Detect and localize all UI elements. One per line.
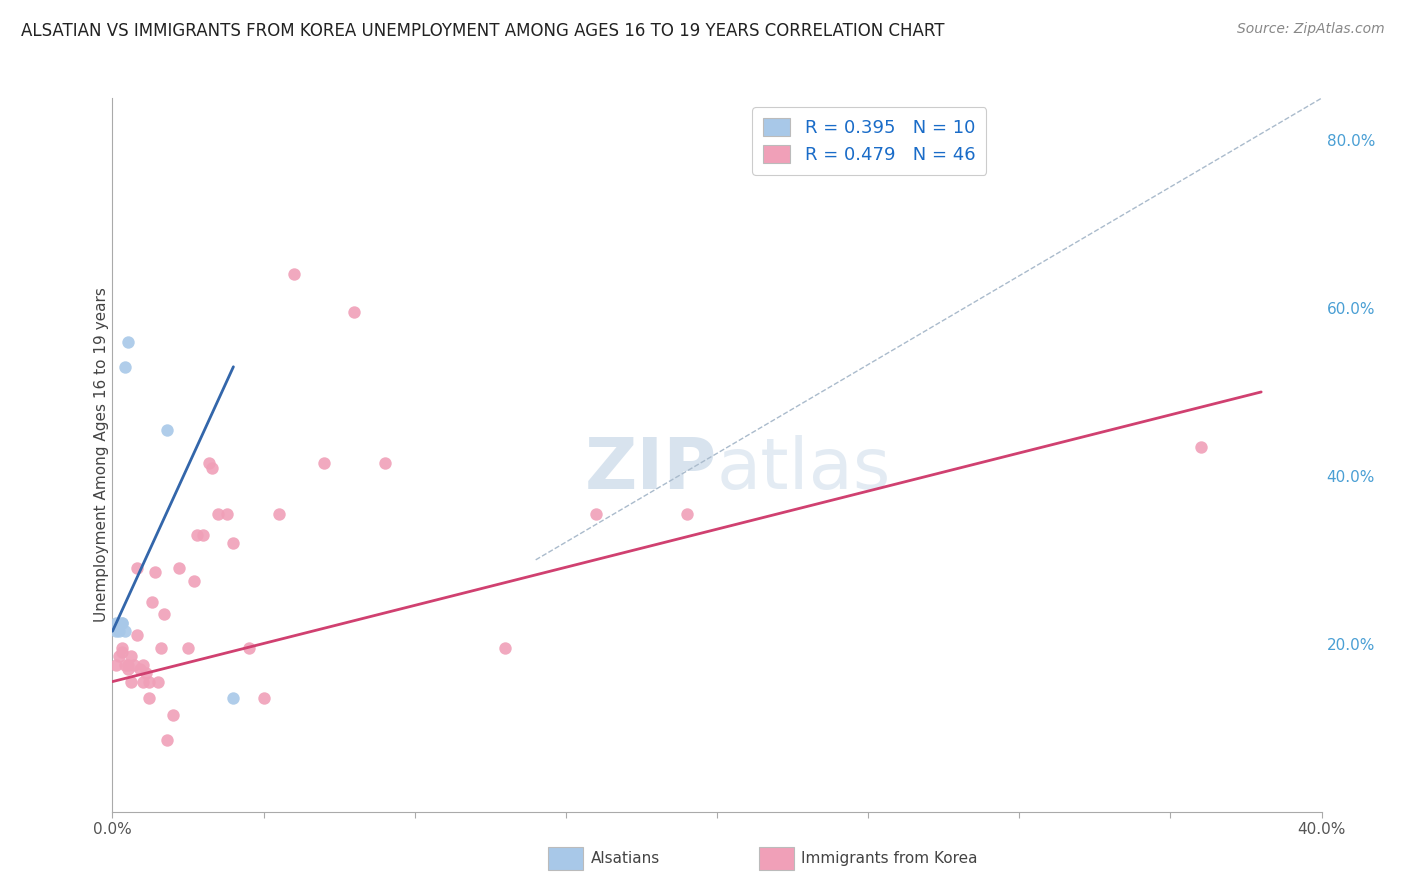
Point [104, 615, 127, 630]
Point [104, 624, 127, 639]
Point [283, 268, 305, 282]
Y-axis label: Unemployment Among Ages 16 to 19 years: Unemployment Among Ages 16 to 19 years [94, 287, 108, 623]
Point [138, 691, 160, 706]
Point [141, 595, 163, 609]
Point [114, 359, 136, 374]
Text: Source: ZipAtlas.com: Source: ZipAtlas.com [1237, 22, 1385, 37]
Point [217, 507, 239, 521]
Point [104, 657, 127, 672]
Point [343, 305, 366, 319]
Point [207, 507, 229, 521]
Point [125, 628, 148, 642]
Point [314, 456, 336, 470]
Point [125, 561, 148, 575]
Point [186, 527, 208, 541]
Point [374, 456, 396, 470]
Point [132, 674, 155, 689]
Point [495, 640, 517, 655]
Point [110, 615, 132, 630]
Point [585, 507, 607, 521]
Point [120, 649, 142, 664]
Point [162, 708, 184, 723]
Point [143, 566, 166, 580]
Point [128, 662, 150, 676]
Point [117, 662, 139, 676]
Point [177, 640, 200, 655]
Point [114, 657, 136, 672]
Point [114, 624, 136, 639]
Point [117, 334, 139, 349]
Point [149, 640, 172, 655]
Point [156, 423, 179, 437]
Text: ZIP: ZIP [585, 434, 717, 504]
Point [238, 640, 260, 655]
Point [183, 574, 205, 588]
Point [201, 460, 224, 475]
Point [675, 507, 697, 521]
Point [120, 674, 142, 689]
Point [146, 674, 169, 689]
Point [198, 456, 221, 470]
Point [267, 507, 290, 521]
Point [222, 536, 245, 550]
Point [107, 624, 129, 639]
Point [138, 674, 160, 689]
Point [132, 657, 155, 672]
Point [135, 666, 157, 681]
Point [110, 640, 132, 655]
Text: Immigrants from Korea: Immigrants from Korea [801, 851, 979, 866]
Point [117, 657, 139, 672]
Point [222, 691, 245, 706]
Point [110, 615, 132, 630]
Point [122, 657, 145, 672]
Point [167, 561, 190, 575]
Point [110, 645, 132, 659]
Legend: R = 0.395   N = 10, R = 0.479   N = 46: R = 0.395 N = 10, R = 0.479 N = 46 [752, 107, 986, 175]
Point [156, 733, 179, 747]
Point [153, 607, 176, 622]
Text: ALSATIAN VS IMMIGRANTS FROM KOREA UNEMPLOYMENT AMONG AGES 16 TO 19 YEARS CORRELA: ALSATIAN VS IMMIGRANTS FROM KOREA UNEMPL… [21, 22, 945, 40]
Point [191, 527, 214, 541]
Point [253, 691, 276, 706]
Point [1189, 440, 1212, 454]
Text: atlas: atlas [717, 434, 891, 504]
Text: Alsatians: Alsatians [591, 851, 659, 866]
Point [107, 649, 129, 664]
